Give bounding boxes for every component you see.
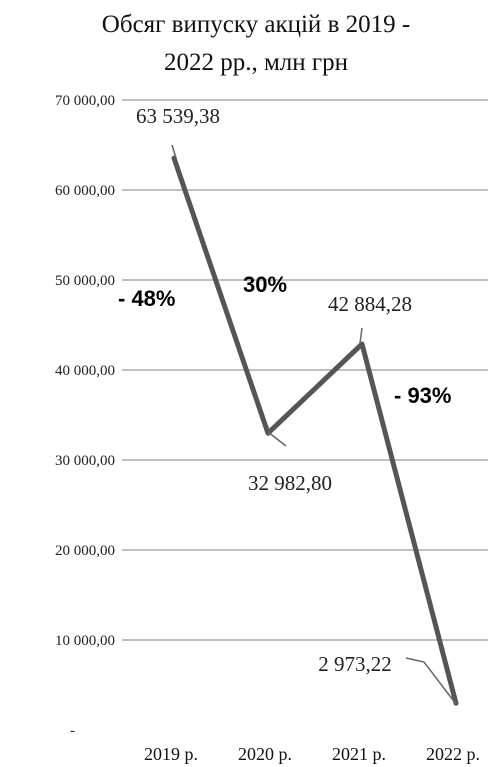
y-tick-label: 50 000,00 <box>55 273 115 289</box>
data-label: 2 973,22 <box>318 652 392 676</box>
leader-line-2022 <box>405 657 457 705</box>
series-polyline <box>171 155 459 706</box>
data-label-leaders <box>171 144 457 705</box>
x-axis-category-labels: 2019 р. 2020 р. 2021 р. 2022 р. <box>144 744 480 764</box>
chart-title-line-1: Обсяг випуску акцій в 2019 - <box>102 11 410 38</box>
leader-line-2020 <box>267 431 287 447</box>
gridlines <box>122 99 488 641</box>
annotation-change-2020-2021: 30% <box>243 272 287 297</box>
annotation-change-2019-2020: - 48% <box>118 286 175 311</box>
leader-line-2021 <box>359 327 363 344</box>
y-tick-label: 20 000,00 <box>55 543 115 559</box>
chart-title-line-2: 2022 рр., млн грн <box>164 49 348 76</box>
data-label: 42 884,28 <box>328 292 412 316</box>
y-tick-label: 30 000,00 <box>55 453 115 469</box>
x-category-label: 2021 р. <box>332 744 386 764</box>
y-tick-label: 60 000,00 <box>55 183 115 199</box>
data-labels: 63 539,38 32 982,80 42 884,28 2 973,22 <box>136 104 412 676</box>
y-tick-label: 40 000,00 <box>55 363 115 379</box>
annotation-change-2021-2022: - 93% <box>394 383 451 408</box>
y-tick-label: 10 000,00 <box>55 633 115 649</box>
series-line <box>171 155 459 706</box>
data-label: 63 539,38 <box>136 104 220 128</box>
y-tick-label: - <box>70 723 75 739</box>
data-label: 32 982,80 <box>248 471 332 495</box>
leader-line-2019 <box>171 144 177 159</box>
x-category-label: 2020 р. <box>238 744 292 764</box>
x-category-label: 2022 р. <box>426 744 480 764</box>
x-category-label: 2019 р. <box>144 744 198 764</box>
y-axis-tick-labels: - 10 000,00 20 000,00 30 000,00 40 000,00 50 … <box>55 93 115 739</box>
y-tick-label: 70 000,00 <box>55 93 115 109</box>
